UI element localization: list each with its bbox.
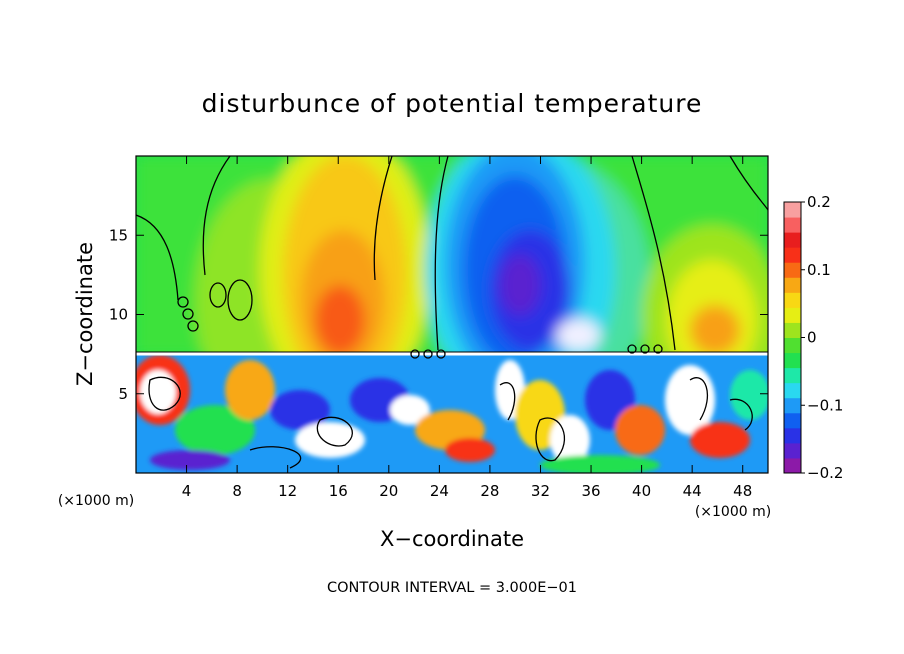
x-unit-left: (×1000 m) <box>58 493 134 509</box>
y-tick-label: 15 <box>109 226 128 244</box>
colorbar-swatch <box>784 442 801 459</box>
colorbar-swatch <box>784 307 801 323</box>
colorbar-swatch <box>784 337 801 354</box>
colorbar-swatch <box>784 352 801 369</box>
y-tick-label: 5 <box>118 385 128 403</box>
x-unit-right: (×1000 m) <box>695 504 771 520</box>
y-axis-label: Z−coordinate <box>73 242 97 386</box>
x-axis: 4 8 12 16 20 24 28 32 36 40 44 48 <box>182 156 752 500</box>
contour-lines <box>136 156 768 469</box>
upper-field <box>136 156 768 420</box>
colorbar-swatch <box>784 397 801 414</box>
x-tick-label: 40 <box>632 482 651 500</box>
colorbar-swatch <box>784 382 801 399</box>
colorbar-swatch <box>784 232 801 248</box>
colorbar-swatch <box>784 217 801 233</box>
y-axis: 5 10 15 <box>109 226 768 403</box>
x-axis-label: X−coordinate <box>380 527 524 551</box>
x-tick-label: 4 <box>182 482 192 500</box>
x-tick-label: 32 <box>531 482 550 500</box>
colorbar-swatch <box>784 277 801 293</box>
colorbar-swatch <box>784 202 801 218</box>
x-tick-label: 44 <box>683 482 702 500</box>
colorbar-swatch <box>784 322 801 338</box>
x-tick-label: 36 <box>581 482 600 500</box>
x-tick-label: 20 <box>379 482 398 500</box>
colorbar-swatch <box>784 292 801 308</box>
lower-field <box>136 351 768 473</box>
colorbar-swatch <box>784 247 801 263</box>
colorbar-swatch <box>784 457 801 474</box>
x-tick-label: 8 <box>232 482 242 500</box>
x-tick-label: 12 <box>278 482 297 500</box>
colorbar-tick-label: 0.2 <box>807 193 831 211</box>
x-tick-label: 16 <box>329 482 348 500</box>
x-tick-label: 48 <box>733 482 752 500</box>
x-tick-label: 28 <box>480 482 499 500</box>
colorbar-tick-label: −0.2 <box>807 464 843 482</box>
colorbar-tick-label: 0.1 <box>807 261 831 279</box>
chart-title: disturbunce of potential temperature <box>202 89 703 118</box>
contour-interval-note: CONTOUR INTERVAL = 3.000E−01 <box>327 580 577 596</box>
colorbar-swatch <box>784 427 801 444</box>
colorbar-swatch <box>784 367 801 384</box>
colorbar: 0.2 0.1 0 −0.1 −0.2 <box>783 193 843 482</box>
colorbar-tick-label: 0 <box>807 329 817 347</box>
y-tick-label: 10 <box>109 306 128 324</box>
colorbar-swatch <box>784 412 801 429</box>
x-tick-label: 24 <box>430 482 449 500</box>
colorbar-tick-label: −0.1 <box>807 396 843 414</box>
colorbar-swatch <box>784 262 801 278</box>
plot-area <box>136 156 768 473</box>
